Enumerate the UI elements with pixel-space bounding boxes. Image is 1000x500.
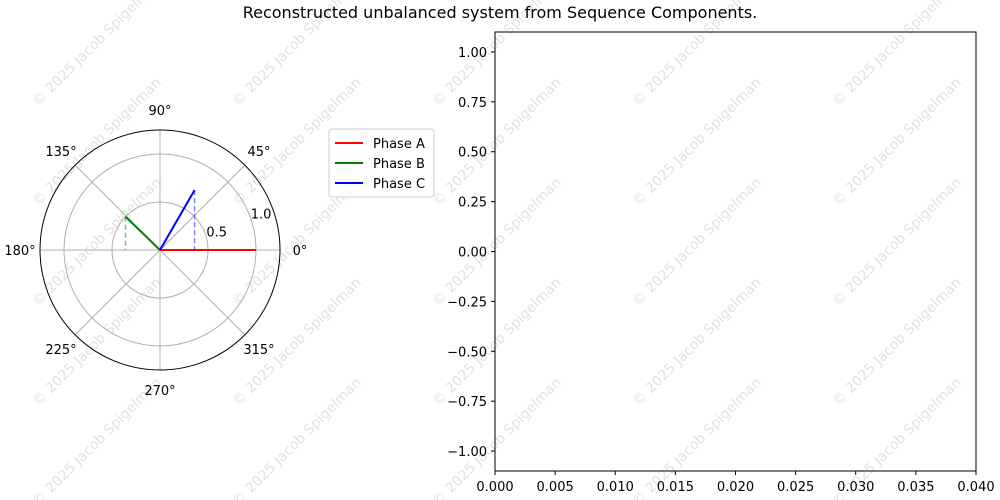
x-tick-label: 0.010 bbox=[597, 480, 634, 495]
legend-label: Phase B bbox=[373, 157, 425, 172]
x-tick-label: 0.040 bbox=[957, 480, 994, 495]
angle-tick-label: 270° bbox=[144, 384, 175, 399]
radial-tick-label: 0.5 bbox=[206, 226, 227, 241]
chart-title: Reconstructed unbalanced system from Seq… bbox=[243, 3, 758, 22]
legend-label: Phase C bbox=[373, 177, 425, 192]
y-tick-label: 0.50 bbox=[458, 146, 487, 161]
polar-frame bbox=[39, 129, 281, 371]
x-tick-label: 0.020 bbox=[717, 480, 754, 495]
x-tick-label: 0.025 bbox=[777, 480, 814, 495]
y-tick-label: −0.50 bbox=[447, 345, 487, 360]
legend-label: Phase A bbox=[373, 137, 425, 152]
angle-tick-label: 315° bbox=[243, 343, 274, 358]
radial-tick-label: 1.0 bbox=[251, 207, 272, 222]
angular-gridline bbox=[159, 164, 246, 251]
x-tick-label: 0.030 bbox=[837, 480, 874, 495]
angle-tick-label: 225° bbox=[45, 343, 76, 358]
angle-tick-label: 0° bbox=[293, 244, 308, 259]
polar-plot: 0° 45° 90° 135° 180° 225° 270° 315° 0.5 1.0 bbox=[4, 104, 307, 399]
y-tick-label: 0.75 bbox=[458, 96, 487, 111]
x-tick-label: 0.015 bbox=[657, 480, 694, 495]
phasor-line bbox=[124, 215, 161, 251]
x-tick-label: 0.000 bbox=[476, 480, 513, 495]
legend: Phase A Phase B Phase C bbox=[328, 128, 435, 198]
angle-tick-label: 135° bbox=[45, 145, 76, 160]
angular-gridline bbox=[74, 249, 161, 336]
y-tick-label: 0.25 bbox=[458, 196, 487, 211]
y-tick-label: −0.25 bbox=[447, 295, 487, 310]
angle-tick-label: 90° bbox=[148, 104, 171, 119]
angle-tick-label: 45° bbox=[247, 145, 270, 160]
legend-box bbox=[328, 128, 435, 198]
y-tick-label: 0.00 bbox=[458, 246, 487, 261]
phasor-line bbox=[159, 189, 196, 251]
x-tick-label: 0.005 bbox=[537, 480, 574, 495]
y-tick-label: 1.00 bbox=[458, 46, 487, 61]
y-tick-label: −0.75 bbox=[447, 395, 487, 410]
line-plot: 0.000 0.005 0.010 0.015 0.020 0.025 0.030 0.035… bbox=[447, 31, 995, 495]
y-tick-label: −1.00 bbox=[447, 445, 487, 460]
angular-gridline bbox=[159, 249, 246, 336]
angle-tick-label: 180° bbox=[4, 244, 35, 259]
x-tick-label: 0.035 bbox=[897, 480, 934, 495]
